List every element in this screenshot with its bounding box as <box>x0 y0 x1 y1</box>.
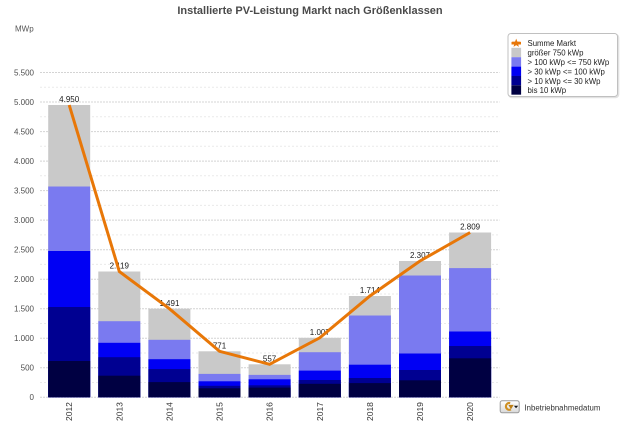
svg-text:2.119: 2.119 <box>110 262 130 271</box>
svg-text:1.500: 1.500 <box>14 305 35 314</box>
svg-text:500: 500 <box>21 364 35 373</box>
svg-text:3.500: 3.500 <box>14 186 35 195</box>
svg-text:1.007: 1.007 <box>310 328 331 337</box>
svg-text:2015: 2015 <box>215 402 225 421</box>
svg-text:2.809: 2.809 <box>460 223 481 232</box>
svg-text:1.000: 1.000 <box>14 334 35 343</box>
svg-text:2012: 2012 <box>64 402 74 421</box>
svg-text:5.000: 5.000 <box>14 98 35 107</box>
svg-text:4.000: 4.000 <box>14 157 35 166</box>
svg-text:bis 10 kWp: bis 10 kWp <box>528 86 567 95</box>
svg-text:größer 750 kWp: größer 750 kWp <box>528 49 585 58</box>
svg-text:Inbetriebnahmedatum: Inbetriebnahmedatum <box>525 404 601 413</box>
svg-text:2016: 2016 <box>265 402 275 421</box>
svg-text:2013: 2013 <box>114 402 124 421</box>
svg-text:1.491: 1.491 <box>159 299 180 308</box>
svg-text:2.000: 2.000 <box>14 275 35 284</box>
svg-text:Summe Markt: Summe Markt <box>528 39 577 48</box>
svg-text:MWp: MWp <box>15 24 34 33</box>
svg-text:2017: 2017 <box>315 402 325 421</box>
svg-text:1.714: 1.714 <box>360 286 381 295</box>
svg-text:> 10 kWp <= 30 kWp: > 10 kWp <= 30 kWp <box>528 77 602 86</box>
svg-text:2.307: 2.307 <box>410 251 431 260</box>
svg-text:2019: 2019 <box>415 402 425 421</box>
svg-text:Installierte PV-Leistung Markt: Installierte PV-Leistung Markt nach Größ… <box>177 5 443 17</box>
svg-text:557: 557 <box>263 355 277 364</box>
svg-text:> 100 kWp <= 750 kWp: > 100 kWp <= 750 kWp <box>528 58 610 67</box>
svg-text:2.500: 2.500 <box>14 246 35 255</box>
svg-text:2020: 2020 <box>465 402 475 421</box>
svg-text:5.500: 5.500 <box>14 68 35 77</box>
svg-text:4.500: 4.500 <box>14 127 35 136</box>
svg-text:4.950: 4.950 <box>59 95 80 104</box>
svg-text:2018: 2018 <box>365 402 375 421</box>
svg-text:0: 0 <box>30 393 35 402</box>
svg-text:> 30 kWp <= 100 kWp: > 30 kWp <= 100 kWp <box>528 67 606 76</box>
svg-text:3.000: 3.000 <box>14 216 35 225</box>
svg-text:2014: 2014 <box>164 402 174 421</box>
svg-text:771: 771 <box>213 342 227 351</box>
